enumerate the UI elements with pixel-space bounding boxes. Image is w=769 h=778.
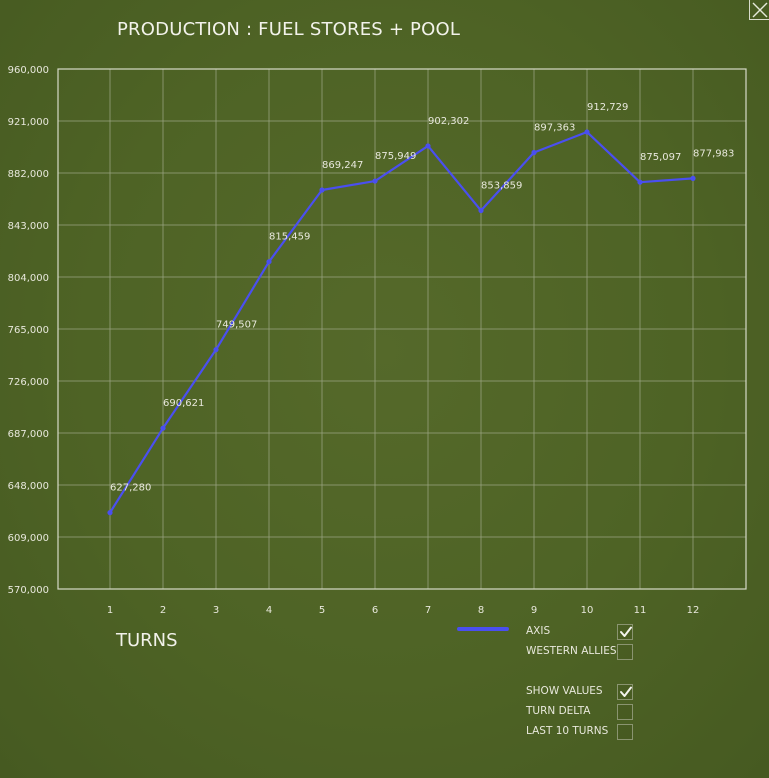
turn-delta-checkbox[interactable] [617, 704, 633, 720]
y-tick-label: 882,000 [8, 169, 49, 180]
x-tick-label: 6 [372, 605, 378, 616]
data-label: 912,729 [587, 102, 628, 113]
check-icon [620, 626, 632, 637]
x-tick-label: 11 [634, 605, 647, 616]
legend-label-western-allies: WESTERN ALLIES [526, 645, 617, 657]
x-tick-label: 4 [266, 605, 272, 616]
axis-checkbox[interactable] [617, 624, 633, 640]
close-button[interactable] [749, 0, 769, 20]
y-tick-label: 921,000 [8, 117, 49, 128]
x-tick-label: 12 [687, 605, 700, 616]
series-line-axis [109, 130, 694, 514]
y-tick-label: 843,000 [8, 221, 49, 232]
y-tick-label: 648,000 [8, 481, 49, 492]
data-label: 815,459 [269, 232, 310, 243]
x-tick-label: 7 [425, 605, 431, 616]
show-values-checkbox[interactable] [617, 684, 633, 700]
data-label: 869,247 [322, 160, 363, 171]
data-point [266, 259, 272, 265]
western-allies-checkbox[interactable] [617, 644, 633, 660]
data-point [584, 129, 590, 135]
y-tick-label: 609,000 [8, 533, 49, 544]
legend-label-axis: AXIS [526, 625, 551, 637]
data-point [107, 510, 113, 516]
option-label-show-values: SHOW VALUES [526, 685, 603, 697]
option-label-turn-delta: TURN DELTA [526, 705, 591, 717]
data-point [690, 175, 696, 181]
data-label: 875,097 [640, 152, 681, 163]
data-label: 875,949 [375, 151, 416, 162]
legend-axis-swatch [457, 627, 509, 631]
data-label: 877,983 [693, 148, 734, 159]
data-point [478, 207, 484, 214]
option-label-last-10-turns: LAST 10 TURNS [526, 725, 609, 737]
data-point [425, 143, 431, 149]
x-axis-title: TURNS [116, 630, 178, 651]
x-tick-label: 2 [160, 605, 166, 616]
plot-frame [57, 68, 747, 590]
data-point [319, 187, 325, 193]
y-tick-label: 765,000 [8, 325, 49, 336]
x-tick-label: 5 [319, 605, 325, 616]
data-label: 902,302 [428, 116, 469, 127]
last-10-turns-checkbox[interactable] [617, 724, 633, 740]
y-tick-label: 570,000 [8, 585, 49, 596]
y-tick-label: 687,000 [8, 429, 49, 440]
y-tick-label: 804,000 [8, 273, 49, 284]
data-point [637, 179, 643, 185]
y-tick-label: 726,000 [8, 377, 49, 388]
x-tick-label: 10 [581, 605, 594, 616]
chart-title: PRODUCTION : FUEL STORES + POOL [117, 19, 461, 40]
x-tick-label: 3 [213, 605, 219, 616]
data-label: 897,363 [534, 123, 575, 134]
chart-area: 570,000 609,000 648,000 687,000 726,000 765,0… [8, 65, 747, 616]
x-tick-label: 8 [478, 605, 484, 616]
data-point [531, 149, 537, 156]
x-tick-label: 9 [531, 605, 537, 616]
data-label: 690,621 [163, 398, 204, 409]
data-label: 627,280 [110, 483, 151, 494]
x-tick-label: 1 [107, 605, 113, 616]
data-label: 749,507 [216, 320, 257, 331]
data-point [160, 425, 166, 431]
close-icon [752, 2, 768, 18]
check-icon [620, 686, 632, 697]
data-label: 853,859 [481, 181, 522, 192]
data-point [213, 347, 219, 353]
data-point [372, 178, 378, 184]
y-tick-label: 960,000 [8, 65, 49, 76]
